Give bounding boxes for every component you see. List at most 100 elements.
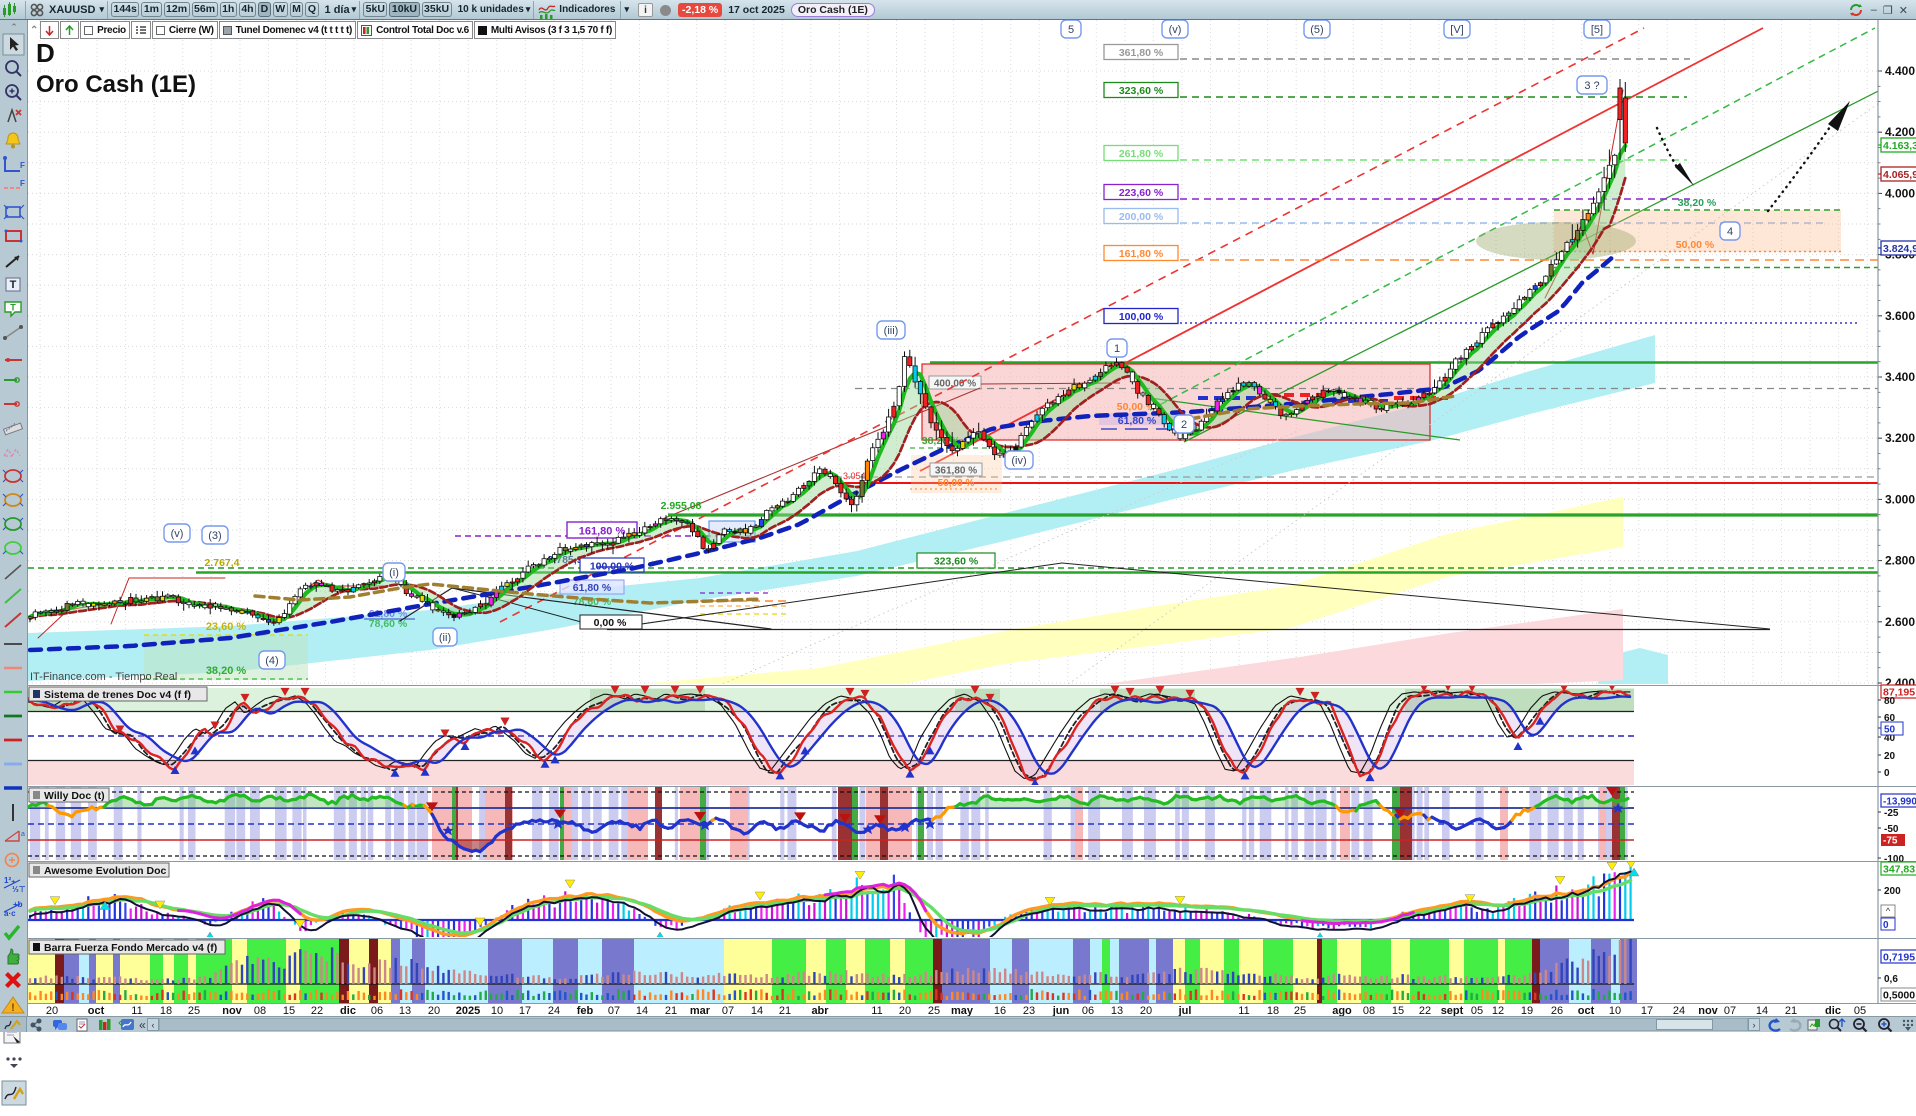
svg-text:[5]: [5] <box>1591 24 1603 36</box>
svg-text:-13,990: -13,990 <box>1883 797 1916 808</box>
svg-text:38,20 %: 38,20 % <box>206 665 247 677</box>
svg-text:a·c: a·c <box>4 909 16 918</box>
svg-text:4.065,9: 4.065,9 <box>1883 169 1916 181</box>
svg-text:D: D <box>36 38 55 68</box>
svg-text:0,7195: 0,7195 <box>1883 952 1915 964</box>
svg-text:10: 10 <box>491 1005 503 1017</box>
svg-text:11: 11 <box>871 1005 882 1017</box>
svg-text:21: 21 <box>1785 1005 1797 1017</box>
svg-text:(4): (4) <box>265 655 278 667</box>
svg-text:abr: abr <box>811 1005 829 1017</box>
svg-text:16: 16 <box>994 1005 1006 1017</box>
svg-text:!: ! <box>11 1002 15 1014</box>
svg-text:24: 24 <box>1673 1005 1685 1017</box>
svg-text:1: 1 <box>1114 343 1120 355</box>
svg-text:-75: -75 <box>1883 836 1898 847</box>
svg-text:3.600: 3.600 <box>1885 309 1915 323</box>
svg-text:Willy Doc (t): Willy Doc (t) <box>44 790 105 802</box>
svg-text:200: 200 <box>1884 886 1901 897</box>
svg-text:38,20 %: 38,20 % <box>1678 197 1717 209</box>
svg-text:4.200: 4.200 <box>1885 125 1915 139</box>
svg-text:0: 0 <box>1884 768 1890 779</box>
svg-text:50: 50 <box>1884 725 1896 736</box>
svg-text:mar: mar <box>690 1005 711 1017</box>
svg-text:18: 18 <box>1267 1005 1279 1017</box>
svg-text:3.824,9: 3.824,9 <box>1883 243 1916 255</box>
svg-text:200,00 %: 200,00 % <box>1119 211 1164 223</box>
svg-text:06: 06 <box>1082 1005 1094 1017</box>
svg-text:21: 21 <box>665 1005 677 1017</box>
svg-text:05: 05 <box>1471 1005 1483 1017</box>
svg-text:2.767,4: 2.767,4 <box>204 557 239 569</box>
svg-text:23: 23 <box>1023 1005 1035 1017</box>
svg-text:15: 15 <box>283 1005 295 1017</box>
svg-text:Awesome Evolution Doc: Awesome Evolution Doc <box>44 865 166 877</box>
svg-text:[V]: [V] <box>1450 24 1463 36</box>
svg-text:3 ?: 3 ? <box>1584 80 1599 92</box>
svg-text:+b: +b <box>13 900 23 909</box>
svg-text:T: T <box>10 303 16 313</box>
svg-text:Oro Cash (1E): Oro Cash (1E) <box>36 71 196 98</box>
svg-text:21: 21 <box>779 1005 791 1017</box>
svg-text:20: 20 <box>899 1005 911 1017</box>
svg-text:0,6: 0,6 <box>1884 974 1898 985</box>
svg-text:jun: jun <box>1052 1005 1070 1017</box>
svg-text:«: « <box>139 1018 146 1032</box>
svg-text:jul: jul <box>1178 1005 1192 1017</box>
svg-text:a: a <box>21 831 25 838</box>
svg-text:10: 10 <box>1609 1005 1621 1017</box>
svg-text:oct: oct <box>1578 1005 1595 1017</box>
svg-text:261,80 %: 261,80 % <box>1119 148 1164 160</box>
svg-text:2: 2 <box>1181 419 1187 431</box>
svg-text:323,60 %: 323,60 % <box>1119 85 1164 97</box>
svg-text:20: 20 <box>46 1005 58 1017</box>
svg-text:17: 17 <box>519 1005 531 1017</box>
svg-text:0,5000: 0,5000 <box>1883 990 1915 1002</box>
svg-text:⅓⊤: ⅓⊤ <box>12 885 26 894</box>
svg-text:14: 14 <box>751 1005 763 1017</box>
svg-text:20: 20 <box>1140 1005 1152 1017</box>
svg-text:IT-Finance.com - Tiempo Real: IT-Finance.com - Tiempo Real <box>30 671 177 683</box>
svg-text:ago: ago <box>1332 1005 1352 1017</box>
svg-text:161,80 %: 161,80 % <box>1119 248 1164 260</box>
svg-text:(i): (i) <box>389 567 399 579</box>
svg-text:17: 17 <box>1641 1005 1653 1017</box>
svg-text:-50: -50 <box>1884 824 1899 835</box>
svg-text:13: 13 <box>1111 1005 1123 1017</box>
svg-text:22: 22 <box>1419 1005 1431 1017</box>
svg-text:dic: dic <box>340 1005 356 1017</box>
svg-text:80: 80 <box>1884 696 1896 707</box>
svg-text:2025: 2025 <box>456 1005 480 1017</box>
svg-text:20: 20 <box>428 1005 440 1017</box>
svg-text:5: 5 <box>1068 24 1074 36</box>
svg-text:11: 11 <box>1238 1005 1249 1017</box>
svg-text:T: T <box>10 279 17 291</box>
svg-text:50,00 %: 50,00 % <box>1676 239 1715 251</box>
svg-text:361,80 %: 361,80 % <box>1119 47 1164 59</box>
svg-text:347,83: 347,83 <box>1883 864 1915 876</box>
svg-text:2.600: 2.600 <box>1885 615 1915 629</box>
svg-text:3.000: 3.000 <box>1885 492 1915 506</box>
svg-text:100,00 %: 100,00 % <box>1119 311 1164 323</box>
svg-text:F: F <box>20 179 25 188</box>
svg-text:0,00 %: 0,00 % <box>594 617 627 629</box>
svg-text:(3): (3) <box>208 530 221 542</box>
svg-text:24: 24 <box>548 1005 560 1017</box>
svg-text:4.000: 4.000 <box>1885 186 1915 200</box>
svg-text:14: 14 <box>1756 1005 1768 1017</box>
svg-text:F: F <box>20 161 25 170</box>
svg-text:nov: nov <box>222 1005 242 1017</box>
svg-text:11: 11 <box>131 1005 142 1017</box>
svg-text:3.400: 3.400 <box>1885 370 1915 384</box>
svg-text:feb: feb <box>577 1005 594 1017</box>
svg-text:oct: oct <box>88 1005 105 1017</box>
svg-text:(5): (5) <box>1310 24 1323 36</box>
svg-text:-25: -25 <box>1884 808 1899 819</box>
svg-text:07: 07 <box>722 1005 734 1017</box>
svg-text:(ii): (ii) <box>439 632 451 644</box>
svg-text:05: 05 <box>1854 1005 1866 1017</box>
svg-text:22: 22 <box>311 1005 323 1017</box>
svg-text:50,00 %: 50,00 % <box>938 478 975 489</box>
svg-text:Sistema de trenes Doc v4 (f f): Sistema de trenes Doc v4 (f f) <box>44 689 191 701</box>
svg-text:nov: nov <box>1698 1005 1718 1017</box>
